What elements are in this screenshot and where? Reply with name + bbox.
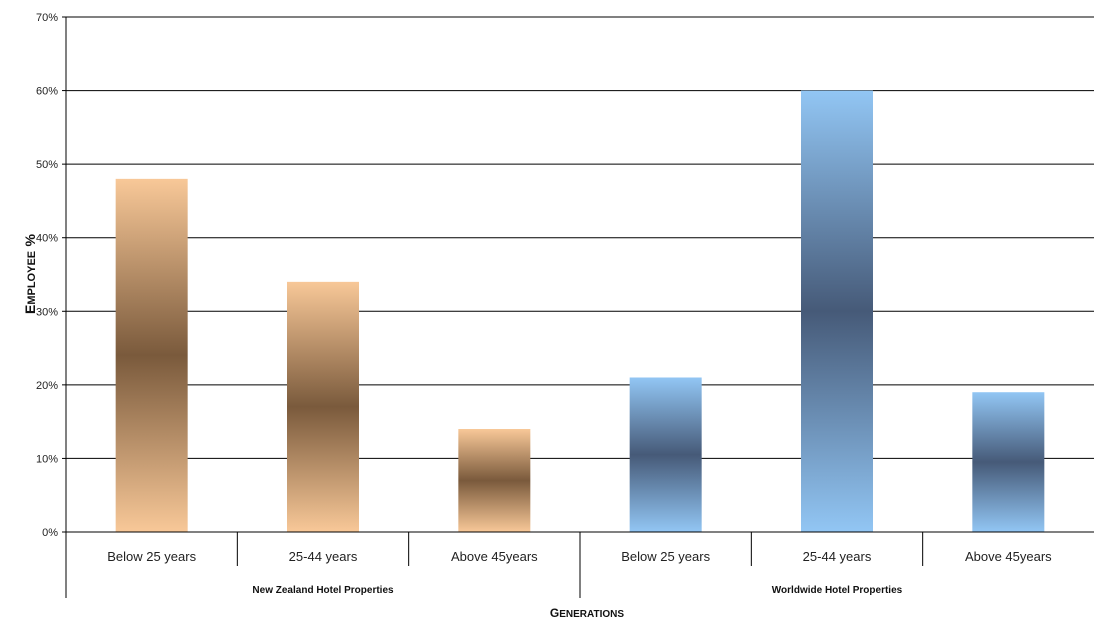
x-category-label: 25-44 years [289,549,358,564]
group-label: Worldwide Hotel Properties [772,585,903,596]
x-category-label: Below 25 years [621,549,710,564]
y-tick-label: 20% [36,380,58,392]
bar [458,429,531,532]
x-category-label: Above 45years [451,549,538,564]
y-axis-title: EMPLOYEE % [22,233,39,314]
y-tick-label: 0% [42,527,58,539]
x-axis-title: GENERATIONS [550,606,624,620]
gridlines [62,16,1094,533]
bar [115,178,188,532]
axes [65,17,1094,598]
y-tick-labels: 0% 10% 20% 30% 40% 50% 60% 70% [36,12,58,539]
bars [115,90,1045,533]
x-category-label: Above 45years [965,549,1052,564]
y-tick-label: 70% [36,12,58,24]
bar [801,90,873,533]
x-category-label: Below 25 years [107,549,196,564]
y-tick-label: 40% [36,233,58,245]
y-tick-label: 50% [36,159,58,171]
x-category-label: 25-44 years [803,549,872,564]
bar [287,281,359,532]
y-tick-label: 30% [36,306,58,318]
bar [629,377,702,532]
y-tick-label: 60% [36,86,58,98]
group-label: New Zealand Hotel Properties [252,585,394,596]
bar [972,392,1045,532]
group-labels: New Zealand Hotel Properties Worldwide Ho… [252,585,902,596]
y-tick-label: 10% [36,453,58,465]
x-category-labels: Below 25 years 25-44 years Above 45years Be… [107,532,1052,598]
